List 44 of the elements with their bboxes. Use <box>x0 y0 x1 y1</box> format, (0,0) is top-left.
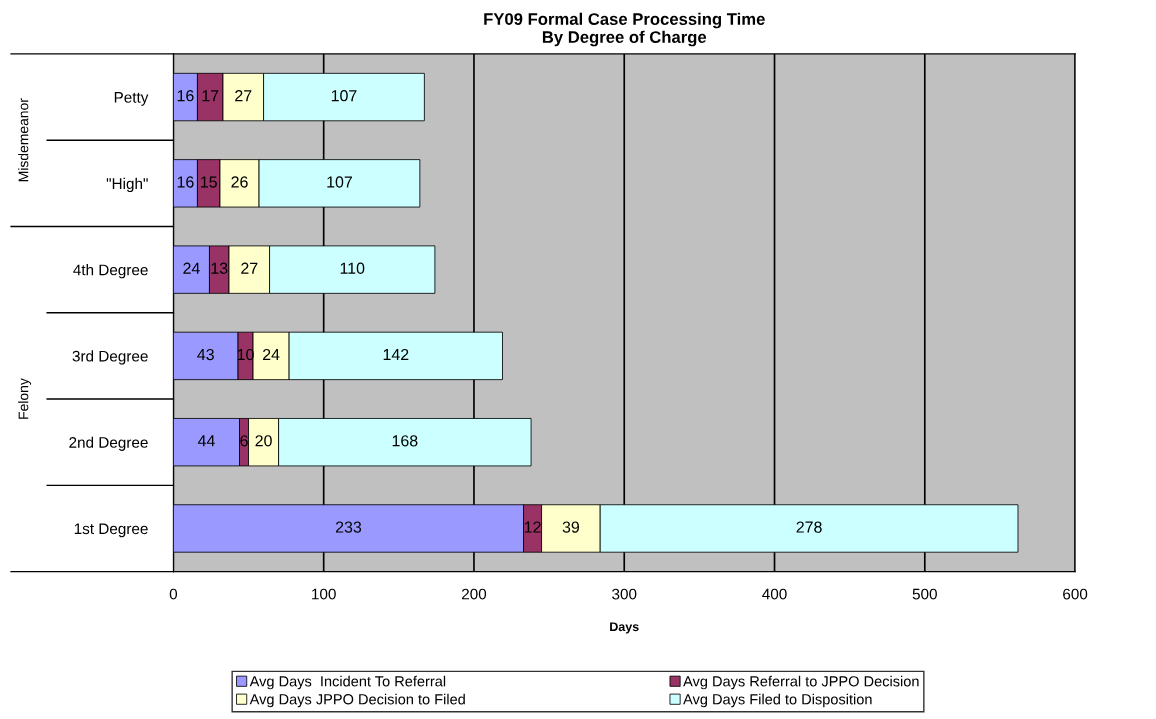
x-tick-label: 300 <box>612 588 637 600</box>
text: Felony <box>18 378 32 419</box>
legend-label: Avg Days JPPO Decision to Filed <box>249 693 465 708</box>
data-label: 278 <box>796 521 822 533</box>
y-tick-label: Petty <box>114 92 149 106</box>
data-label: 12 <box>524 521 541 533</box>
y-tick-label: 4th Degree <box>73 264 148 279</box>
y-tick-label: "High" <box>106 177 148 193</box>
y-tick-label: 3rd Degree <box>72 350 148 365</box>
data-label: 17 <box>202 90 219 102</box>
data-label: 26 <box>231 176 248 188</box>
data-label: 44 <box>197 435 215 447</box>
data-label: 107 <box>331 90 357 102</box>
data-label: 43 <box>197 348 214 361</box>
text: Misdemeanor <box>18 98 29 182</box>
data-label: 6 <box>240 435 248 447</box>
data-label: 15 <box>201 176 217 188</box>
data-label: 110 <box>340 262 365 274</box>
x-tick-label: 0 <box>169 588 178 600</box>
legend-label: Avg Days Referral to JPPO Decision <box>683 675 919 690</box>
x-tick-label: 200 <box>461 588 487 600</box>
data-label: 39 <box>562 521 580 533</box>
data-label: 233 <box>335 521 362 533</box>
data-label: 16 <box>177 90 194 102</box>
data-label: 142 <box>383 348 409 361</box>
x-tick-label: 500 <box>912 588 937 600</box>
data-label: 24 <box>183 262 200 274</box>
x-tick-label: 100 <box>312 588 336 600</box>
x-tick-label: 600 <box>1063 588 1088 600</box>
data-label: 168 <box>392 435 418 447</box>
y-tick-label: 1st Degree <box>74 523 148 538</box>
chart-title: FY09 Formal Case Processing Time By Degree of Charge <box>484 12 765 47</box>
data-label: 20 <box>255 435 272 447</box>
legend-label: Avg Days Filed to Disposition <box>683 693 872 708</box>
y-tick-label: 2nd Degree <box>69 436 148 451</box>
data-label: 107 <box>327 176 352 188</box>
x-tick-label: 400 <box>762 588 787 600</box>
data-label: 24 <box>263 348 280 361</box>
data-label: 27 <box>235 90 252 102</box>
data-label: 13 <box>211 262 228 274</box>
data-label: 16 <box>177 176 194 188</box>
x-axis-title: Days <box>610 622 639 634</box>
data-label: 27 <box>241 262 258 274</box>
legend-label: Avg Days Incident To Referral <box>249 675 446 690</box>
